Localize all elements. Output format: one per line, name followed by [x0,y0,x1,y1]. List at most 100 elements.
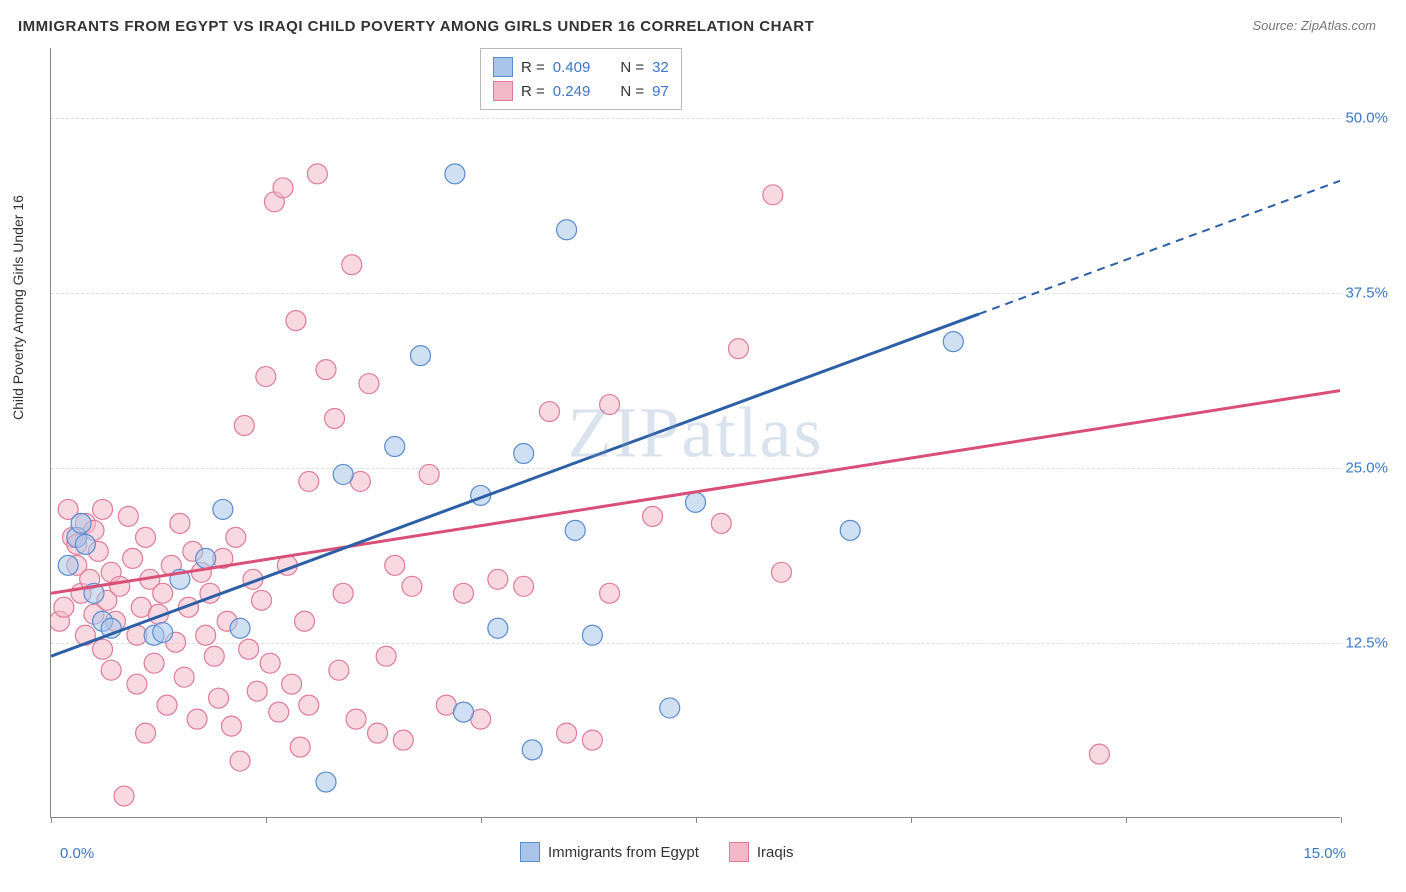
scatter-point [514,576,534,596]
scatter-point [643,506,663,526]
scatter-point [234,416,254,436]
scatter-point [411,346,431,366]
scatter-point [101,660,121,680]
scatter-point [213,499,233,519]
scatter-point [204,646,224,666]
scatter-point [522,740,542,760]
x-tick [481,817,482,823]
chart-title: IMMIGRANTS FROM EGYPT VS IRAQI CHILD POV… [18,18,814,35]
scatter-point [123,548,143,568]
legend-r-label: R = [521,59,545,76]
scatter-point [153,622,173,642]
scatter-point [230,751,250,771]
legend-r-value: 0.249 [553,83,591,100]
scatter-point [286,311,306,331]
scatter-point [230,618,250,638]
scatter-point [582,625,602,645]
legend-n-label: N = [620,59,644,76]
scatter-point [196,625,216,645]
scatter-point [660,698,680,718]
scatter-point [93,639,113,659]
scatter-point [269,702,289,722]
scatter-point [359,374,379,394]
x-tick [266,817,267,823]
scatter-point [488,569,508,589]
legend-r-label: R = [521,83,545,100]
scatter-point [295,611,315,631]
x-tick [1341,817,1342,823]
y-tick-label: 12.5% [1345,635,1388,652]
scatter-point [316,360,336,380]
scatter-point [393,730,413,750]
x-tick [1126,817,1127,823]
legend-n-value: 97 [652,83,669,100]
scatter-point [209,688,229,708]
scatter-point [247,681,267,701]
scatter-point [385,555,405,575]
legend-n-value: 32 [652,59,669,76]
scatter-point [153,583,173,603]
scatter-point [582,730,602,750]
scatter-point [282,674,302,694]
scatter-point [174,667,194,687]
scatter-point [144,653,164,673]
scatter-point [110,576,130,596]
scatter-point [333,583,353,603]
scatter-point [557,723,577,743]
scatter-point [316,772,336,792]
scatter-point [557,220,577,240]
series-legend-item: Immigrants from Egypt [520,842,699,862]
scatter-point [157,695,177,715]
scatter-point [346,709,366,729]
series-legend-label: Immigrants from Egypt [548,844,699,861]
y-tick-label: 50.0% [1345,110,1388,127]
legend-r-value: 0.409 [553,59,591,76]
scatter-point [273,178,293,198]
series-legend-item: Iraqis [729,842,794,862]
scatter-point [136,723,156,743]
legend-swatch [520,842,540,862]
scatter-point [196,548,216,568]
scatter-point [763,185,783,205]
scatter-point [118,506,138,526]
x-tick [911,817,912,823]
correlation-legend: R = 0.409 N = 32 R = 0.249 N = 97 [480,48,682,110]
scatter-point [376,646,396,666]
scatter-point [728,339,748,359]
x-tick [51,817,52,823]
scatter-point [445,164,465,184]
scatter-point [840,520,860,540]
x-tick [696,817,697,823]
plot-area: ZIPatlas [50,48,1340,818]
scatter-point [565,520,585,540]
scatter-point [170,513,190,533]
source-attribution: Source: ZipAtlas.com [1252,18,1376,33]
scatter-svg [51,48,1340,817]
scatter-point [419,464,439,484]
scatter-point [514,443,534,463]
scatter-point [329,660,349,680]
scatter-point [71,513,91,533]
legend-swatch [493,81,513,101]
y-tick-label: 37.5% [1345,285,1388,302]
scatter-point [600,583,620,603]
scatter-point [187,709,207,729]
y-tick-label: 25.0% [1345,460,1388,477]
scatter-point [342,255,362,275]
scatter-point [58,555,78,575]
series-legend-label: Iraqis [757,844,794,861]
scatter-point [299,695,319,715]
trend-line-extrapolated [979,181,1340,314]
x-axis-min-label: 0.0% [60,845,94,862]
scatter-point [368,723,388,743]
scatter-point [75,534,95,554]
x-axis-max-label: 15.0% [1303,845,1346,862]
scatter-point [114,786,134,806]
scatter-point [539,402,559,422]
scatter-point [453,583,473,603]
y-axis-label: Child Poverty Among Girls Under 16 [10,195,26,420]
scatter-point [453,702,473,722]
legend-n-label: N = [620,83,644,100]
scatter-point [127,674,147,694]
scatter-point [1089,744,1109,764]
